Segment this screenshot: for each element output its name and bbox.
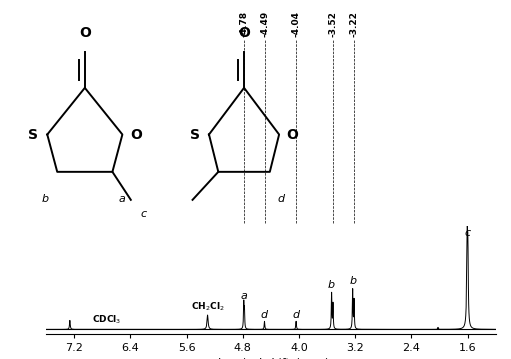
Text: b: b [350,276,357,286]
Text: c: c [140,209,146,219]
Text: -3.52: -3.52 [328,11,337,37]
Text: a: a [240,291,247,301]
Text: -3.22: -3.22 [349,11,358,37]
Text: O: O [286,127,298,141]
Text: c: c [464,228,471,238]
Text: S: S [191,127,200,141]
Text: d: d [293,311,299,320]
Text: O: O [130,127,142,141]
Text: d: d [261,311,268,320]
Text: b: b [328,280,335,290]
Text: a: a [118,194,125,204]
Text: S: S [28,127,38,141]
Text: O: O [238,25,250,39]
Text: d: d [277,194,285,204]
Text: -4.49: -4.49 [260,11,269,37]
Text: CH$_2$Cl$_2$: CH$_2$Cl$_2$ [191,301,224,313]
Text: -4.04: -4.04 [292,11,300,37]
Text: b: b [41,194,49,204]
Text: -4.78: -4.78 [240,11,249,37]
Text: O: O [79,25,91,39]
X-axis label: chemical shifts(ppm): chemical shifts(ppm) [212,358,330,359]
Text: CDCl$_3$: CDCl$_3$ [91,313,121,326]
